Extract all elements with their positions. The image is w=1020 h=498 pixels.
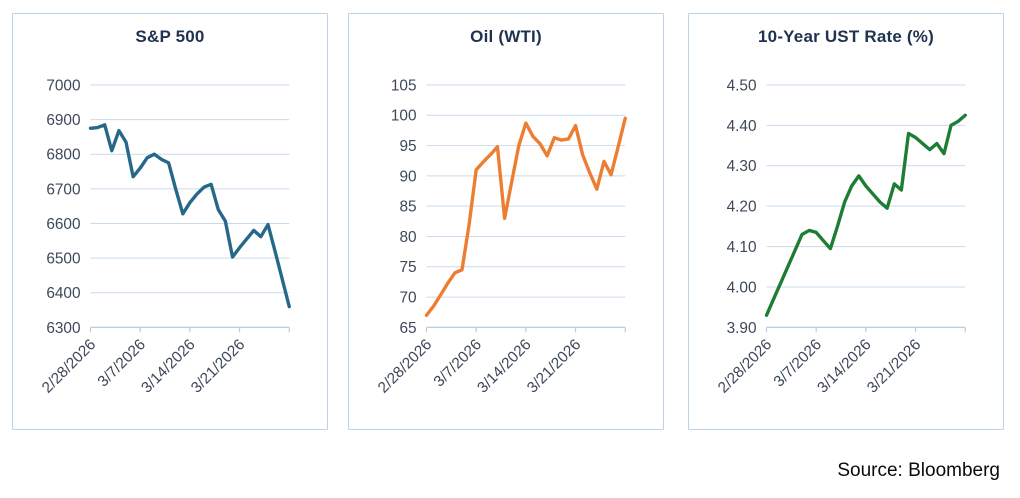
y-tick-label: 90 <box>399 168 416 185</box>
x-tick-label: 2/28/2026 <box>375 336 435 396</box>
y-tick-label: 4.50 <box>727 77 757 94</box>
data-line <box>88 123 291 309</box>
y-tick-label: 4.00 <box>727 279 757 296</box>
chart-panel-oil-wti: Oil (WTI) 65 70 75 80 85 90 95 100 105 2/28/2026 3… <box>348 13 664 430</box>
y-tick-label: 6800 <box>46 147 80 164</box>
y-tick-label: 6600 <box>46 216 80 233</box>
x-tick-label: 2/28/2026 <box>715 336 775 396</box>
y-tick-label: 3.90 <box>727 320 757 337</box>
y-tick-label: 4.40 <box>727 118 757 135</box>
data-line <box>764 113 967 317</box>
y-tick-label: 95 <box>399 138 416 155</box>
source-note: Source: Bloomberg <box>837 460 1000 481</box>
y-tick-label: 100 <box>391 108 417 125</box>
y-tick-label: 7000 <box>46 77 80 94</box>
x-tick-label: 3/21/2026 <box>524 336 584 396</box>
y-tick-label: 75 <box>399 259 416 276</box>
chart-title-sp500: S&P 500 <box>135 27 205 46</box>
x-tick-label: 3/21/2026 <box>864 336 924 396</box>
y-tick-label: 85 <box>399 199 416 216</box>
data-line <box>424 116 627 317</box>
y-tick-label: 4.20 <box>727 199 757 216</box>
y-tick-label: 6300 <box>46 320 80 337</box>
chart-panel-sp500: S&P 500 6300 6400 6500 6600 6700 6800 6900 7000… <box>12 13 328 430</box>
y-tick-label: 70 <box>399 290 416 307</box>
chart-panel-10yr-ust: 10-Year UST Rate (%) 3.90 4.00 4.10 4.20 4.3… <box>688 13 1004 430</box>
chart-title-oil-wti: Oil (WTI) <box>470 27 542 46</box>
x-tick-label: 3/21/2026 <box>188 336 248 396</box>
y-tick-label: 65 <box>399 320 416 337</box>
oil-wti-line-chart: 657075808590951001052/28/20263/7/20263/1… <box>375 77 627 397</box>
y-tick-label: 105 <box>391 77 417 94</box>
y-tick-label: 6500 <box>46 251 80 268</box>
y-tick-label: 6900 <box>46 112 80 129</box>
ust-10yr-line-chart: 3.904.004.104.204.304.404.502/28/20263/7… <box>715 77 967 397</box>
chart-title-10yr-ust: 10-Year UST Rate (%) <box>758 27 934 46</box>
y-tick-label: 6400 <box>46 285 80 302</box>
y-tick-label: 6700 <box>46 181 80 198</box>
x-tick-label: 2/28/2026 <box>39 336 99 396</box>
y-tick-label: 4.30 <box>727 158 757 175</box>
y-tick-label: 4.10 <box>727 239 757 256</box>
sp500-line-chart: 6300 6400 6500 6600 6700 6800 6900 7000 2/28/202… <box>39 77 291 397</box>
y-tick-label: 80 <box>399 229 416 246</box>
